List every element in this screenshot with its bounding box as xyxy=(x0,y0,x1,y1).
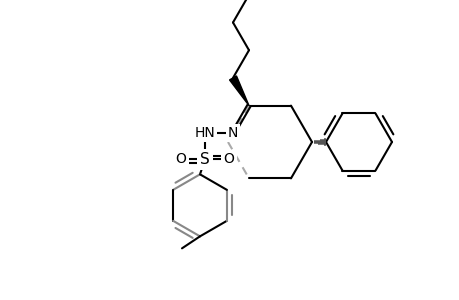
Text: O: O xyxy=(175,152,186,166)
Text: S: S xyxy=(200,152,209,167)
Polygon shape xyxy=(229,76,248,106)
Text: O: O xyxy=(223,152,234,166)
Text: N: N xyxy=(227,126,238,140)
Text: HN: HN xyxy=(194,126,215,140)
